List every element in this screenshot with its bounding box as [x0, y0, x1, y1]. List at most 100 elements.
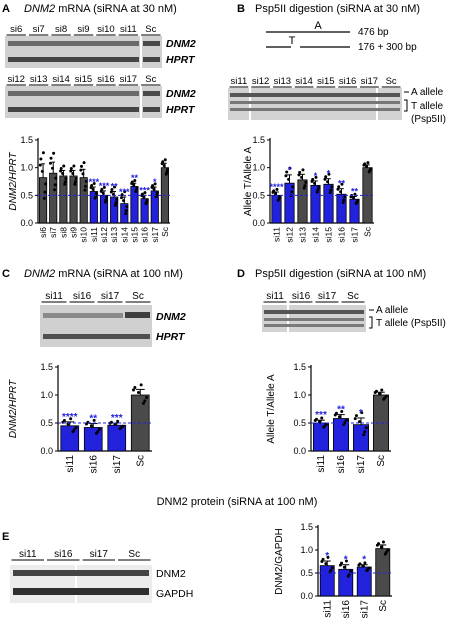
data-point	[380, 388, 384, 392]
gel-band-t-allele-2	[230, 108, 400, 111]
data-point	[317, 185, 321, 189]
data-point	[154, 195, 158, 199]
lane-label: si15	[317, 76, 334, 87]
data-point	[386, 548, 390, 552]
data-point	[341, 201, 345, 205]
bar	[356, 566, 372, 597]
category-label: si17	[350, 227, 360, 243]
bar	[79, 177, 88, 224]
significance-marker: ***	[99, 181, 110, 191]
data-point	[113, 185, 117, 189]
data-point	[92, 418, 96, 422]
gel-c-lane-labels: si11 si16 si17 Sc	[41, 291, 151, 303]
data-point	[383, 552, 387, 556]
significance-marker: **	[89, 414, 97, 425]
data-point	[330, 185, 334, 189]
panel-d: D Psp5II digestion (siRNA at 100 nM) si1…	[237, 268, 446, 473]
data-point	[362, 163, 366, 167]
data-point	[145, 396, 149, 400]
panel-c-title: DNM2 mRNA (siRNA at 100 nM)	[24, 268, 183, 280]
lane-label: si16	[54, 549, 73, 560]
data-point	[366, 161, 370, 165]
gel-background	[40, 305, 152, 347]
gel-band-dnm2	[43, 313, 123, 318]
gel-band-hprt-sc	[143, 57, 160, 62]
significance-marker: **	[337, 405, 345, 416]
data-point	[285, 170, 289, 174]
gel-row-label-dnm2: DNM2	[166, 88, 196, 100]
gel-row-label-dnm2: DNM2	[156, 568, 186, 580]
y-tick-label: 1.5	[252, 135, 265, 145]
data-point	[342, 422, 346, 426]
panel-letter-b: B	[237, 3, 245, 15]
panel-e-gel: si11 si16 si17 Sc DNM2 GAPDH	[10, 549, 193, 603]
gel-band-a-allele	[230, 93, 400, 97]
panel-b-gel: si11 si12 si13 si14 si15 si16 si17 Sc A allele …	[228, 76, 446, 125]
data-point	[313, 181, 317, 185]
data-point	[298, 170, 302, 174]
lane-label: si11	[45, 291, 63, 302]
data-point	[131, 388, 135, 392]
bar	[107, 424, 127, 452]
significance-marker: *	[359, 408, 363, 419]
gel-2-lane-labels: si12 si13 si14 si15 si16 si17 Sc	[6, 74, 161, 86]
gel-background	[5, 86, 162, 118]
lane-label: si11	[266, 291, 284, 302]
data-point	[326, 180, 330, 184]
y-tick-label: 1.0	[252, 163, 265, 173]
data-point	[323, 177, 327, 181]
data-point	[301, 168, 305, 172]
y-tick-label: 0.5	[300, 568, 313, 578]
data-point	[120, 193, 124, 197]
lane-label: si16	[97, 74, 114, 85]
gel-band-dnm2	[8, 91, 139, 96]
gel-band-hprt	[8, 57, 139, 62]
category-label: si16	[336, 455, 347, 474]
data-point	[144, 202, 148, 206]
data-point	[384, 394, 388, 398]
panel-d-title: Psp5II digestion (siRNA at 100 nM)	[255, 268, 426, 280]
y-axis-label: Allele T/Allele A	[266, 374, 277, 444]
data-point	[63, 180, 67, 184]
significance-marker: *	[325, 551, 329, 562]
y-tick-label: 1.0	[40, 390, 53, 400]
lane-label: si11	[231, 76, 248, 87]
data-point	[134, 189, 138, 193]
panel-c: C DNM2 mRNA (siRNA at 100 nM) si11 si16 si…	[2, 268, 186, 473]
data-point	[150, 185, 154, 189]
data-point	[48, 161, 52, 165]
data-point	[143, 191, 147, 195]
data-point	[340, 182, 344, 186]
data-point	[120, 196, 124, 200]
data-point	[113, 203, 117, 207]
data-point	[71, 430, 75, 434]
y-tick-label: 1.0	[293, 390, 306, 400]
category-label: si14	[311, 227, 321, 243]
data-point	[136, 390, 140, 394]
data-point	[40, 169, 44, 173]
data-point	[324, 175, 328, 179]
lane-label: si13	[30, 74, 47, 85]
data-point	[278, 195, 282, 199]
panel-e-section-title: DNM2 protein (siRNA at 100 nM)	[157, 496, 318, 508]
panel-letter-d: D	[237, 268, 245, 280]
gel-row-label-hprt: HPRT	[166, 104, 196, 116]
lane-label: si10	[97, 24, 114, 35]
data-point	[310, 179, 314, 183]
lane-label: si7	[33, 24, 45, 35]
category-label: si6	[38, 227, 48, 238]
significance-marker: ***	[315, 410, 327, 421]
y-tick-label: 1.0	[20, 163, 33, 173]
lane-label: si12	[252, 76, 269, 87]
data-point	[160, 162, 164, 166]
lane-label: Sc	[132, 291, 144, 302]
category-label: si14	[119, 227, 129, 243]
data-point	[84, 184, 88, 188]
data-point	[116, 419, 120, 423]
data-point	[63, 182, 67, 186]
data-point	[43, 190, 47, 194]
data-point	[140, 194, 144, 198]
y-axis-label: Allele T/Allele A	[243, 147, 254, 217]
data-point	[73, 180, 77, 184]
